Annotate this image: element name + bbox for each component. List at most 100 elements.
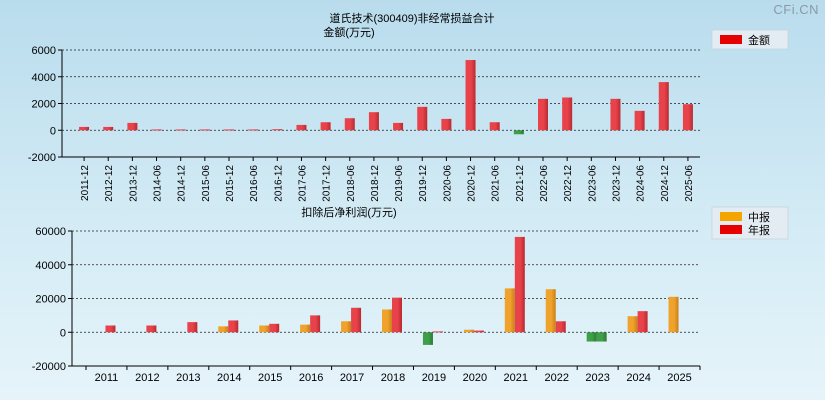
watermark-logo: CFi.CN <box>773 2 819 17</box>
bar-annual <box>146 325 157 333</box>
bar <box>610 98 621 131</box>
y-tick-label: 6000 <box>32 45 56 57</box>
x-tick-label: 2018 <box>381 372 405 384</box>
legend-swatch <box>720 35 742 44</box>
x-tick-label: 2016-12 <box>273 165 284 202</box>
x-tick-label: 2022-06 <box>539 165 550 202</box>
bar-annual <box>432 331 443 333</box>
y-tick-label: -20000 <box>32 361 66 373</box>
bar-annual <box>269 323 280 333</box>
x-tick-label: 2011 <box>95 372 119 384</box>
bar-interim <box>300 324 311 333</box>
x-tick-label: 2017-12 <box>322 165 333 202</box>
y-tick-label: 60000 <box>35 226 66 238</box>
x-tick-label: 2021-06 <box>491 165 502 202</box>
bar-annual <box>596 332 607 342</box>
y-tick-label: 40000 <box>35 260 66 272</box>
y-tick-label: 20000 <box>35 294 66 306</box>
bar <box>538 98 548 131</box>
bar <box>127 122 138 131</box>
bar <box>248 129 259 131</box>
legend-label: 中报 <box>748 210 770 224</box>
legend-label: 金额 <box>748 33 770 47</box>
x-tick-label: 2019 <box>422 372 446 384</box>
bar-interim <box>668 296 679 333</box>
x-tick-label: 2021-12 <box>515 165 526 202</box>
bar <box>465 60 476 131</box>
chart-nonrecurring: 道氏技术(300409)非经常损益合计 金额(万元) 6000 4000 2000 0… <box>28 11 789 202</box>
bar <box>103 126 114 131</box>
chart-net-profit: 扣除后净利润(万元) 60000 40000 20000 0 -20000 2011 201… <box>32 205 789 384</box>
y-tick-label: 0 <box>50 125 56 137</box>
x-tick-label: 2024 <box>626 372 650 384</box>
x-tick-label: 2024-06 <box>636 165 647 202</box>
x-tick-label: 2023-12 <box>611 165 622 202</box>
bar <box>272 129 283 131</box>
x-tick-label: 2013-12 <box>128 165 139 202</box>
bar-annual <box>392 297 402 333</box>
chart1-title: 道氏技术(300409)非经常损益合计 <box>329 11 494 25</box>
x-tick-label: 2012 <box>135 372 159 384</box>
x-tick-label: 2022-12 <box>563 165 574 202</box>
x-tick-label: 2022 <box>544 372 568 384</box>
bar <box>489 122 500 131</box>
bar-annual <box>105 325 116 333</box>
x-tick-label: 2025-06 <box>684 165 695 202</box>
x-tick-label: 2015 <box>258 372 282 384</box>
bar <box>199 129 210 131</box>
bar <box>151 129 162 131</box>
bar-annual <box>514 236 525 333</box>
bar-annual <box>228 320 239 333</box>
chart1-subtitle: 金额(万元) <box>323 25 374 39</box>
bar-annual <box>555 321 566 333</box>
x-tick-label: 2015-06 <box>201 165 212 202</box>
bar <box>175 129 186 131</box>
legend-swatch <box>720 225 742 234</box>
legend-label: 年报 <box>748 223 770 237</box>
bar-interim <box>504 288 515 333</box>
x-tick-label: 2023 <box>585 372 609 384</box>
bar <box>441 118 452 131</box>
bar-annual <box>187 322 198 333</box>
x-tick-label: 2017-06 <box>297 165 308 202</box>
y-tick-label: -2000 <box>28 152 56 164</box>
x-tick-label: 2012-12 <box>104 165 115 202</box>
legend-box <box>711 29 789 50</box>
x-tick-label: 2020-12 <box>467 165 478 202</box>
x-tick-label: 2013 <box>176 372 200 384</box>
x-tick-label: 2025 <box>667 372 691 384</box>
x-tick-label: 2016-06 <box>249 165 260 202</box>
x-tick-label: 2020-06 <box>442 165 453 202</box>
x-tick-label: 2023-06 <box>587 165 598 202</box>
bar <box>224 129 234 131</box>
bar <box>344 118 355 131</box>
x-tick-label: 2011-12 <box>80 165 91 201</box>
bar <box>513 130 524 135</box>
bar-interim <box>545 289 556 333</box>
bar-annual <box>473 330 484 333</box>
x-tick-label: 2019-12 <box>418 165 429 202</box>
bar <box>320 122 331 131</box>
chart2-title: 扣除后净利润(万元) <box>301 205 396 219</box>
x-tick-label: 2014-12 <box>177 165 188 202</box>
bar <box>79 126 90 131</box>
y-tick-label: 4000 <box>32 72 56 84</box>
bar <box>296 124 307 131</box>
bar-interim <box>422 332 433 345</box>
bar-interim <box>586 332 597 342</box>
x-tick-label: 2018-12 <box>370 165 381 202</box>
x-tick-label: 2024-12 <box>660 165 671 202</box>
x-tick-label: 2017 <box>340 372 364 384</box>
x-tick-label: 2015-12 <box>225 165 236 202</box>
bar-interim <box>463 329 474 333</box>
y-tick-label: 2000 <box>32 99 56 111</box>
bar <box>682 104 693 131</box>
x-tick-label: 2020 <box>463 372 487 384</box>
bar-interim <box>382 309 392 333</box>
bar-annual <box>351 307 362 333</box>
bar <box>634 110 645 131</box>
x-tick-label: 2014-06 <box>153 165 164 202</box>
bar-annual <box>637 311 648 333</box>
bar <box>658 82 669 131</box>
